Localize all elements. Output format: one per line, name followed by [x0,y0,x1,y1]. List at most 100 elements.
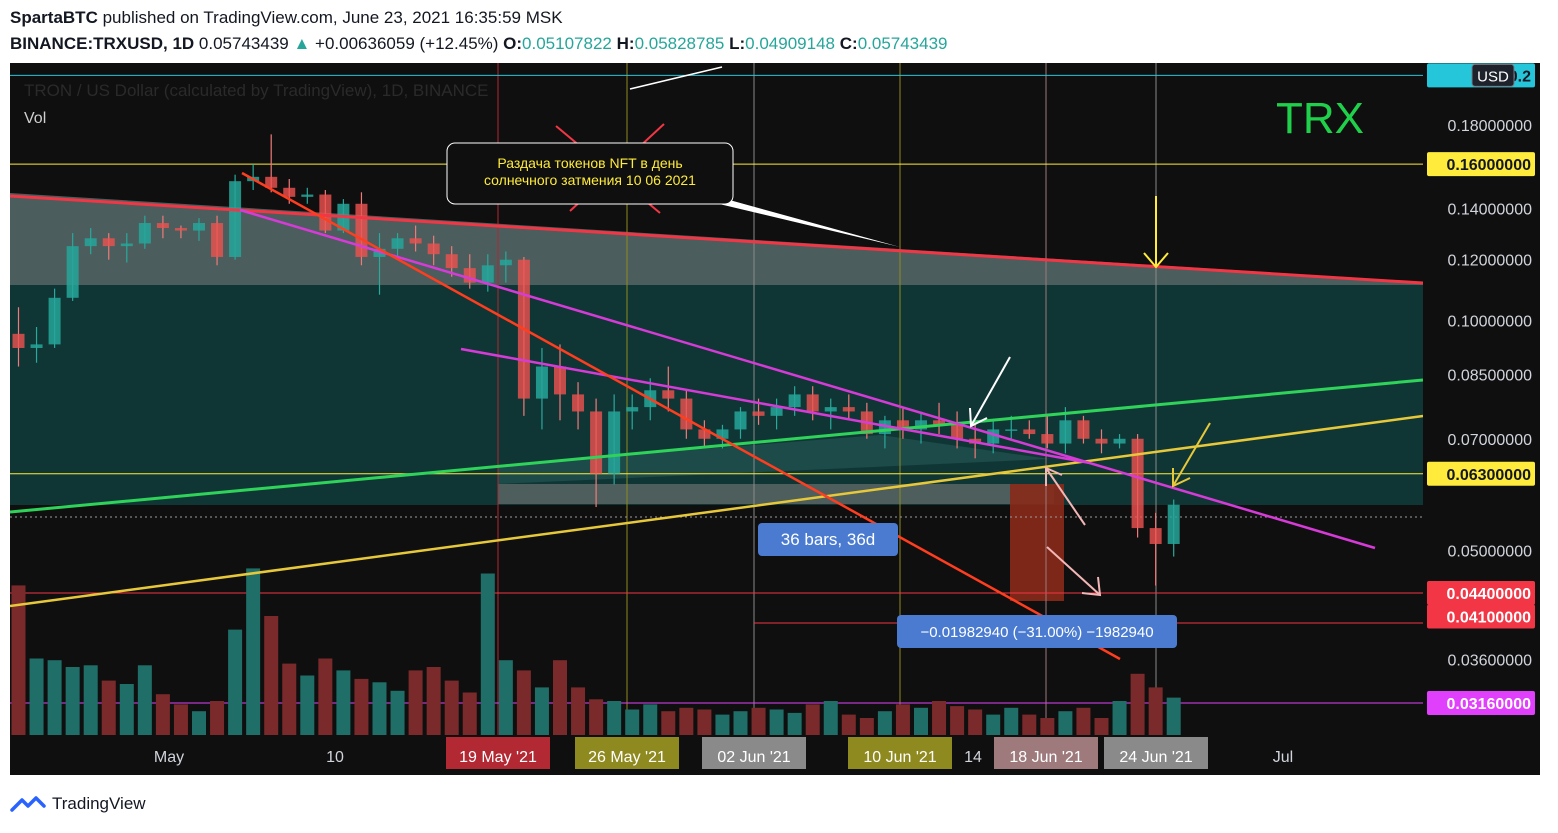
open-value: 0.05107822 [522,34,612,53]
price-tick-label: 0.03600000 [1447,653,1532,670]
yellow-support-line [10,414,1424,608]
volume-bar [715,714,730,735]
date-badge-label: 19 May '21 [459,749,537,766]
candle-body [1005,429,1018,431]
volume-bar [354,678,369,735]
volume-bar [300,675,315,735]
pink-arrow-2-head [1081,576,1102,597]
volume-bar [444,680,459,735]
high-label: H: [616,34,635,53]
candle-body [590,411,603,474]
bars-range-label-bg [758,523,898,556]
volume-bar [805,704,820,735]
volume-bar [1112,701,1127,735]
candle-body [716,429,729,439]
symbol-label[interactable]: BINANCE:TRXUSD, 1D [10,34,195,53]
candle-body [608,411,621,474]
candle-body [156,223,169,229]
volume-legend: Vol [24,110,46,127]
volume-bar [372,682,387,735]
candle-body [102,238,115,247]
volume-bar [390,690,405,735]
candle-body [896,420,909,430]
volume-bar [264,616,279,735]
tradingview-logo-icon[interactable] [10,794,46,814]
price-tick-label: 0.12000000 [1447,253,1532,270]
price-range-label-bg [897,615,1177,648]
volume-bar [228,629,243,735]
level-badge [1427,581,1535,606]
candle-body [391,238,404,249]
price-tick-label: 0.08500000 [1447,367,1532,384]
volume-bar [950,706,965,735]
date-badge [702,737,806,769]
magenta-lower-line [460,347,1091,465]
price-axis[interactable]: 0.18000000 0.14000000 0.12000000 0.10000000… [1423,63,1540,775]
volume-bar [643,704,658,735]
white-arrow-head [969,407,988,428]
volume-bar [914,707,928,735]
candle-body [535,366,548,399]
volume-bar [859,718,874,735]
candle-body [662,390,675,399]
volume-bar [192,711,206,735]
candle-body [915,420,927,430]
level-badge [1427,604,1535,629]
price-change: +0.00636059 (+12.45%) [315,34,499,53]
volume-bars [11,568,1181,735]
volume-bar [679,707,694,735]
candle-body [680,398,693,430]
volume-bar [607,701,622,735]
triangle-zone [498,435,1050,484]
annotation-marks: Раздача токенов NFT в день солнечного зат… [24,66,1364,648]
currency-badge-bg [1471,63,1515,87]
volume-bar [516,670,531,735]
candle-body [1131,438,1144,529]
trend-lines [10,171,1424,661]
volume-bar [1058,711,1073,735]
volume-bar [751,707,766,735]
candle-body [752,411,765,416]
volume-bar [1148,687,1163,735]
price-chart[interactable]: Раздача токенов NFT в день солнечного зат… [10,63,1540,775]
candle-body [229,181,242,257]
candle-body [951,424,964,439]
volume-bar [1166,697,1181,735]
level-badge-label: 0.04400000 [1446,586,1531,603]
candle-body [30,344,43,348]
volume-bar [408,670,423,735]
candle-body [66,246,79,298]
time-tick-label: 10 [326,749,344,766]
level-badge [1427,691,1535,715]
volume-bar [246,568,261,735]
time-axis[interactable]: May 10 14 Jul 19 May '21 26 May '21 02 Jun '21… [10,735,1423,775]
symbol-legend: TRON / US Dollar (calculated by TradingV… [24,81,489,100]
pink-arrow-2-shaft [1046,546,1101,596]
author-name[interactable]: SpartaBTC [10,8,98,27]
volume-bar [571,687,586,735]
level-badge-label: 0.03160000 [1446,696,1531,713]
volume-bar [968,709,983,735]
volume-bar [137,665,152,735]
callout-pointer [715,196,900,247]
candle-body [788,394,801,408]
date-badge-label: 10 Jun '21 [863,749,936,766]
time-tick-label: May [154,749,184,766]
volume-bar [29,658,44,735]
volume-bar [282,663,297,735]
tradingview-brand[interactable]: TradingView [52,794,146,813]
candle-body [1041,434,1054,444]
high-value: 0.05828785 [634,34,725,53]
volume-bar [841,714,856,735]
candle-body [1167,504,1180,544]
candle-body [1077,420,1090,439]
candle-body [481,265,494,283]
volume-bar [173,704,188,735]
volume-bar [101,680,116,735]
candle-body [842,407,855,412]
volume-bar [986,714,1001,735]
date-badge [848,737,952,769]
white-arrow-shaft [970,356,1011,427]
candle-body [12,333,25,348]
time-tick-label: Jul [1273,749,1293,766]
